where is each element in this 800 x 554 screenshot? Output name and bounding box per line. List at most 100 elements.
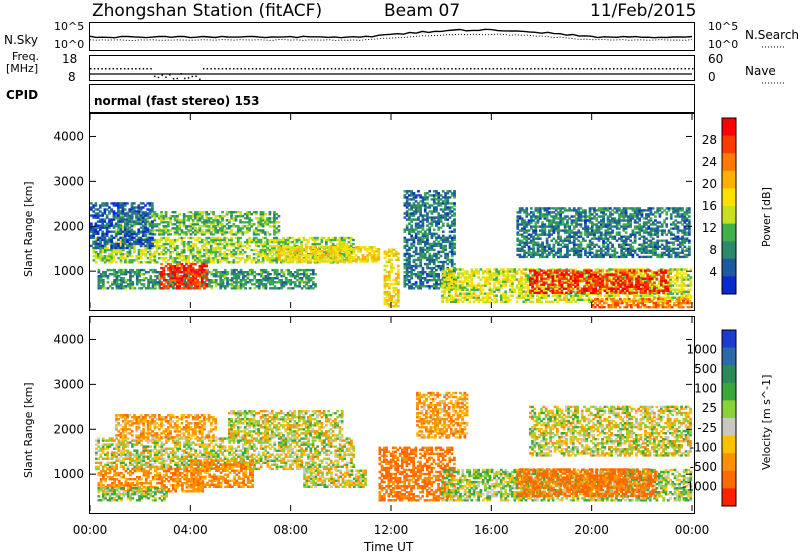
power-cell-7 (441, 200, 445, 203)
power-cell-4 (135, 210, 138, 213)
power-cell-1 (149, 281, 153, 284)
power-cell-7 (448, 190, 452, 193)
power-cell-2 (162, 285, 166, 288)
power-cell-4 (117, 244, 120, 248)
power-cell-9 (547, 287, 550, 290)
power-cell-3 (167, 217, 170, 220)
power-cell-0 (255, 261, 258, 264)
power-cell-0 (180, 240, 184, 244)
power-cell-8 (463, 294, 467, 297)
power-cell-7 (446, 236, 450, 239)
power-cell-0 (212, 248, 215, 252)
power-cell-7 (410, 228, 413, 231)
power-cell-7 (412, 236, 416, 239)
power-cell-4 (130, 246, 134, 250)
power-cell-7 (448, 236, 452, 239)
power-cell-7 (446, 266, 450, 270)
power-cell-2 (173, 283, 177, 286)
power-cell-1 (307, 281, 311, 284)
power-cell-3 (148, 231, 152, 234)
power-cell-4 (132, 220, 136, 223)
power-cell-0 (225, 242, 229, 246)
power-cell-0 (311, 248, 315, 252)
power-cell-1 (129, 281, 132, 284)
power-cell-0 (259, 242, 263, 246)
power-cell-7 (405, 260, 409, 264)
power-cell-8 (689, 294, 693, 297)
power-cell-3 (169, 233, 172, 236)
power-cell-8 (531, 296, 535, 299)
power-cell-8 (452, 280, 456, 283)
power-cell-0 (218, 255, 222, 258)
power-cell-1 (303, 273, 306, 276)
power-cell-8 (479, 268, 483, 271)
power-cell-3 (223, 215, 227, 218)
power-cell-7 (412, 228, 416, 231)
power-cell-5 (372, 252, 376, 255)
power-cell-3 (158, 231, 161, 234)
power-cell-0 (248, 255, 251, 258)
power-cell-3 (191, 219, 195, 222)
power-cell-4 (144, 212, 147, 215)
power-cell-5 (327, 248, 331, 251)
power-cell-2 (180, 277, 184, 280)
power-cell-7 (408, 232, 411, 235)
power-cell-0 (176, 261, 179, 264)
power-cell-3 (225, 223, 229, 226)
power-cell-8 (572, 296, 575, 299)
power-cell-8 (511, 294, 514, 297)
power-cell-3 (259, 211, 263, 214)
power-cell-0 (268, 257, 272, 260)
power-cell-3 (169, 219, 172, 222)
power-cell-8 (470, 272, 474, 275)
power-cell-1 (185, 283, 189, 286)
noise-right-tick-bottom: 10^0 (708, 38, 739, 51)
power-cell-1 (314, 285, 317, 288)
power-cell-3 (176, 227, 179, 230)
power-cell-5 (278, 248, 281, 251)
power-cell-8 (612, 268, 616, 271)
power-cell-5 (327, 254, 331, 257)
power-cell-4 (99, 236, 102, 239)
power-cell-9 (569, 271, 573, 274)
power-cell-0 (282, 261, 285, 264)
power-cell-0 (277, 238, 281, 242)
power-cell-2 (169, 277, 172, 280)
power-cell-3 (216, 223, 220, 226)
power-cell-8 (443, 288, 447, 291)
power-cell-6 (390, 268, 393, 272)
power-cell-0 (94, 261, 98, 264)
power-cell-3 (124, 223, 127, 226)
power-cell-4 (117, 214, 120, 217)
power-cell-1 (113, 273, 116, 276)
power-cell-8 (497, 272, 501, 275)
power-cell-3 (160, 231, 163, 234)
power-cell-2 (185, 271, 188, 274)
power-cell-7 (412, 204, 416, 207)
power-cell-1 (99, 275, 103, 278)
power-cell-1 (296, 271, 299, 274)
power-cell-7 (446, 275, 450, 278)
power-cell-8 (572, 298, 575, 301)
power-cell-0 (151, 253, 154, 256)
power-cell-2 (164, 279, 168, 282)
power-cell-4 (94, 240, 98, 243)
power-cell-3 (277, 225, 281, 228)
power-cell-2 (198, 268, 202, 272)
power-cell-5 (352, 250, 356, 253)
power-cell-7 (437, 264, 441, 268)
power-cell-7 (437, 277, 441, 280)
power-cell-4 (101, 224, 104, 227)
power-cell-0 (282, 236, 285, 240)
power-cell-3 (196, 229, 200, 232)
power-cell-8 (454, 282, 458, 285)
power-cell-3 (248, 229, 251, 232)
power-cell-1 (244, 271, 247, 274)
power-cell-8 (497, 280, 501, 283)
power-cell-7 (437, 218, 441, 221)
power-cell-8 (628, 288, 632, 291)
power-cell-7 (403, 262, 407, 266)
power-cell-7 (453, 196, 456, 199)
power-cell-5 (312, 250, 315, 253)
